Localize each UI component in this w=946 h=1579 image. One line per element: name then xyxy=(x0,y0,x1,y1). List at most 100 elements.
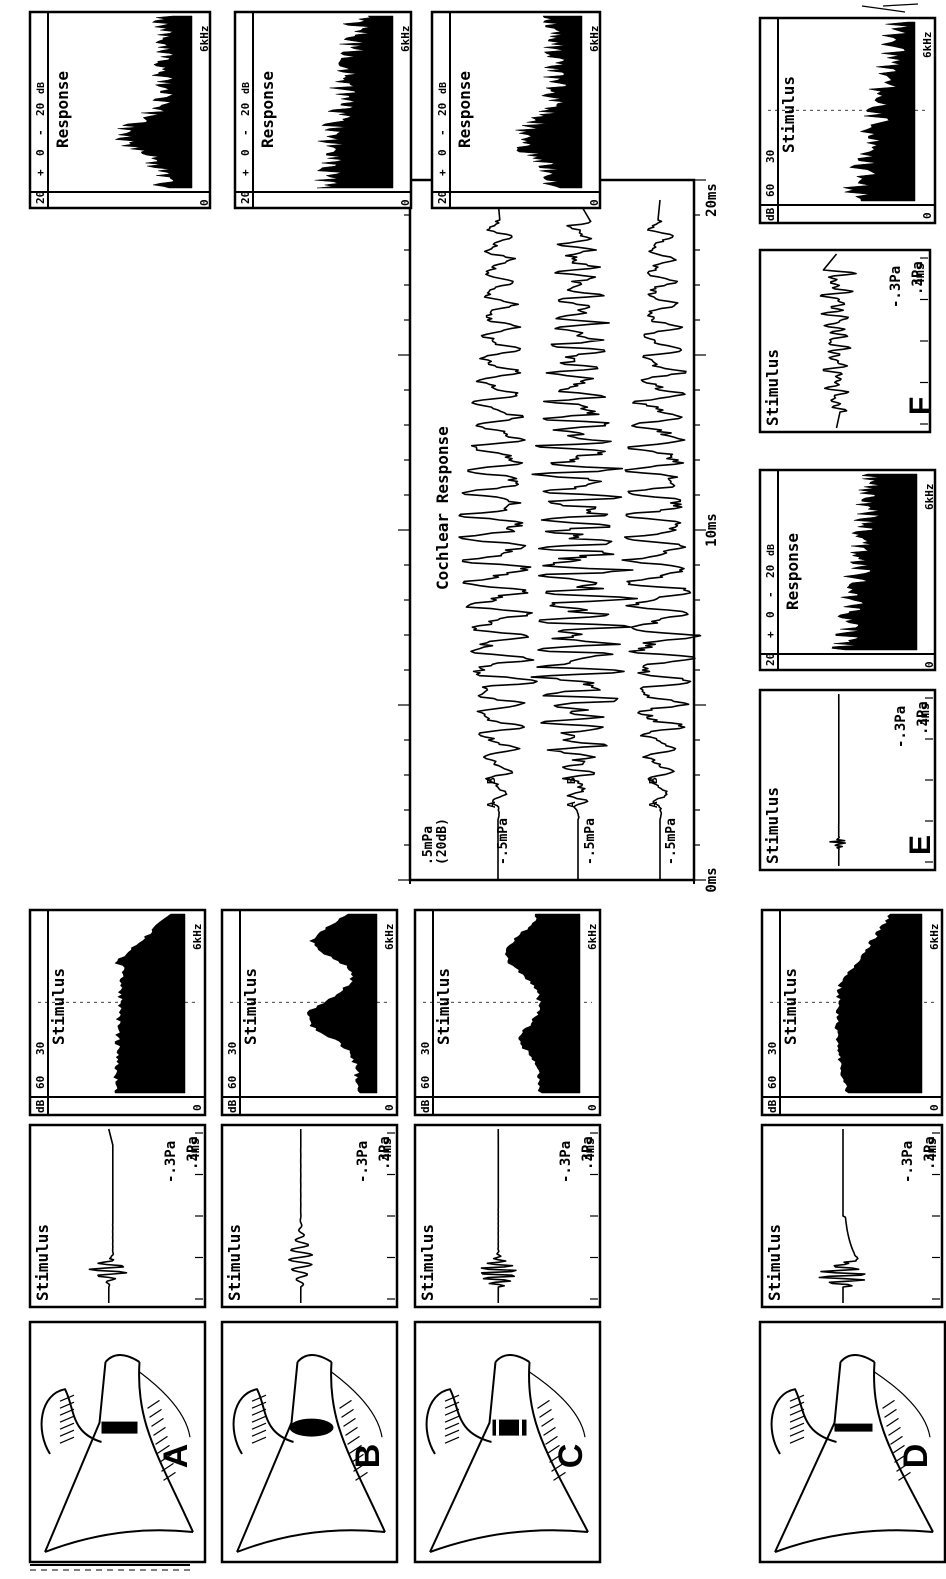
tick-30: 30 xyxy=(766,1042,779,1055)
panel-letter-e: E xyxy=(904,835,937,855)
resp-freq-zero: 0 xyxy=(198,199,211,206)
stimulus-spectrum-fill xyxy=(113,913,186,1094)
panel-letter-f: F xyxy=(904,397,937,415)
freq-max: 6kHz xyxy=(191,924,204,951)
db-label: dB xyxy=(419,1099,432,1113)
stimulus-label: Stimulus xyxy=(765,1224,784,1301)
time-tick-10: 10ms xyxy=(704,513,720,547)
pressure-pos-label: .3Pa xyxy=(185,1136,201,1170)
resp-db-label: dB xyxy=(241,82,252,94)
pressure-neg-label: -.3Pa xyxy=(558,1141,574,1183)
response-spectrum-fill xyxy=(314,15,394,189)
stimulus-spectrum-fill xyxy=(504,913,581,1094)
ear-diagram-c: C xyxy=(413,1320,602,1564)
time-tick-20: 20ms xyxy=(704,183,720,217)
cochlear-response-trace-a xyxy=(458,199,538,880)
stimulus-spectrum-fill xyxy=(834,913,923,1094)
resp-freq-max: 6kHz xyxy=(923,484,936,511)
resp-tick-3: - xyxy=(239,129,252,136)
time-label: 4ms xyxy=(913,263,928,286)
pressure-neg-label: -.3Pa xyxy=(888,266,904,308)
tick-60: 60 xyxy=(766,1076,779,1089)
stimulus-spectrum-panel-d: dB 60 30 0 6kHz Stimulus xyxy=(760,908,944,1117)
resp-freq-zero: 0 xyxy=(923,661,936,668)
time-label: 4ms xyxy=(918,703,933,726)
stimulus-label: Stimulus xyxy=(418,1224,437,1301)
response-spectrum-fill xyxy=(831,473,918,651)
resp-tick-3: - xyxy=(764,591,777,598)
freq-zero: 0 xyxy=(928,1104,941,1111)
tick-30: 30 xyxy=(226,1042,239,1055)
pressure-neg-label: -.3Pa xyxy=(163,1141,179,1183)
resp-tick-2: 0 xyxy=(436,149,449,156)
panel-letter-b: B xyxy=(349,1444,387,1469)
stimulus-waveform-panel-a: Stimulus .3Pa -.3Pa 4ms xyxy=(28,1123,207,1309)
scan-marks xyxy=(30,3,919,1571)
tick-60: 60 xyxy=(34,1076,47,1089)
freq-max: 6kHz xyxy=(586,924,599,951)
response-spectrum-fill xyxy=(115,15,193,189)
resp-tick-0: 20 xyxy=(34,191,47,204)
resp-tick-1: + xyxy=(239,169,252,176)
cochlear-response-trace-c xyxy=(621,199,702,880)
resp-freq-zero: 0 xyxy=(588,199,601,206)
resp-tick-1: + xyxy=(764,631,777,638)
stimulus-waveform-panel-d: Stimulus .3Pa -.3Pa 4ms xyxy=(760,1123,944,1309)
cochlear-response-panel: 0ms 10ms 20ms Cochlear Response .5mPa (20dB) -… xyxy=(398,178,720,893)
cochlear-response-frame xyxy=(408,178,696,882)
response-spectrum-panel-c: 20 +0 - 20 dB 0 6kHz Response xyxy=(430,10,602,210)
stimulus-waveform-panel-b: Stimulus .3Pa -.3Pa 4ms xyxy=(220,1123,399,1309)
resp-tick-3: - xyxy=(34,129,47,136)
resp-tick-4: 20 xyxy=(436,103,449,116)
response-spectrum-fill xyxy=(515,15,583,189)
stimulus-spectrum-panel-c: dB 60 30 0 6kHz Stimulus xyxy=(413,908,602,1117)
resp-tick-3: - xyxy=(436,129,449,136)
panel-letter-a: A xyxy=(157,1444,195,1469)
resp-tick-0: 20 xyxy=(239,191,252,204)
stimulus-spectrum-label: Stimulus xyxy=(49,968,68,1045)
pressure-neg-label: -.3Pa xyxy=(893,706,909,748)
pressure-pos-label: .3Pa xyxy=(915,701,931,735)
stimulus-waveform-panel-e: Stimulus .3Pa -.3Pa 4ms xyxy=(758,688,937,872)
tick-30: 30 xyxy=(34,1042,47,1055)
resp-tick-2: 0 xyxy=(239,149,252,156)
tick-30: 30 xyxy=(419,1042,432,1055)
pressure-pos-label: .3Pa xyxy=(580,1136,596,1170)
response-label: Response xyxy=(783,533,802,610)
db-label: dB xyxy=(766,1099,779,1113)
time-label: 4ms xyxy=(188,1138,203,1161)
stimulus-waveform-panel-f: Stimulus .3Pa -.3Pa 4ms xyxy=(758,248,932,434)
resp-tick-1: + xyxy=(436,169,449,176)
tick-60: 60 xyxy=(764,184,777,197)
freq-max: 6kHz xyxy=(383,924,396,951)
response-spectrum-panel-e: 20 +0 - 20 dB 0 6kHz Response xyxy=(758,468,937,672)
resp-tick-0: 20 xyxy=(764,653,777,666)
pressure-neg-label: -.3Pa xyxy=(355,1141,371,1183)
stimulus-label: Stimulus xyxy=(763,787,782,864)
ear-diagram-a: A xyxy=(28,1320,207,1564)
panel-letter-c: C xyxy=(552,1444,590,1469)
pressure-neg-label: -.3Pa xyxy=(900,1141,916,1183)
resp-tick-2: 0 xyxy=(764,611,777,618)
stimulus-spectrum-label: Stimulus xyxy=(779,76,798,153)
resp-freq-max: 6kHz xyxy=(588,26,601,53)
marker-b: B xyxy=(565,777,578,784)
stimulus-label: Stimulus xyxy=(763,349,782,426)
freq-max: 6kHz xyxy=(928,924,941,951)
stimulus-waveform xyxy=(288,1128,314,1304)
pressure-pos-label: .3Pa xyxy=(910,261,926,295)
scale-label-4: -.5mPa xyxy=(664,818,679,865)
marker-b: B xyxy=(647,777,660,784)
marker-a: A xyxy=(565,801,578,808)
stimulus-label: Stimulus xyxy=(225,1224,244,1301)
response-label: Response xyxy=(53,71,72,148)
stimulus-waveform xyxy=(829,693,847,867)
marker-b: B xyxy=(485,777,498,784)
resp-tick-4: 20 xyxy=(34,103,47,116)
stimulus-spectrum-label: Stimulus xyxy=(434,968,453,1045)
db-label: dB xyxy=(226,1099,239,1113)
tick-60: 60 xyxy=(419,1076,432,1089)
resp-db-label: dB xyxy=(766,544,777,556)
freq-zero: 0 xyxy=(921,212,934,219)
